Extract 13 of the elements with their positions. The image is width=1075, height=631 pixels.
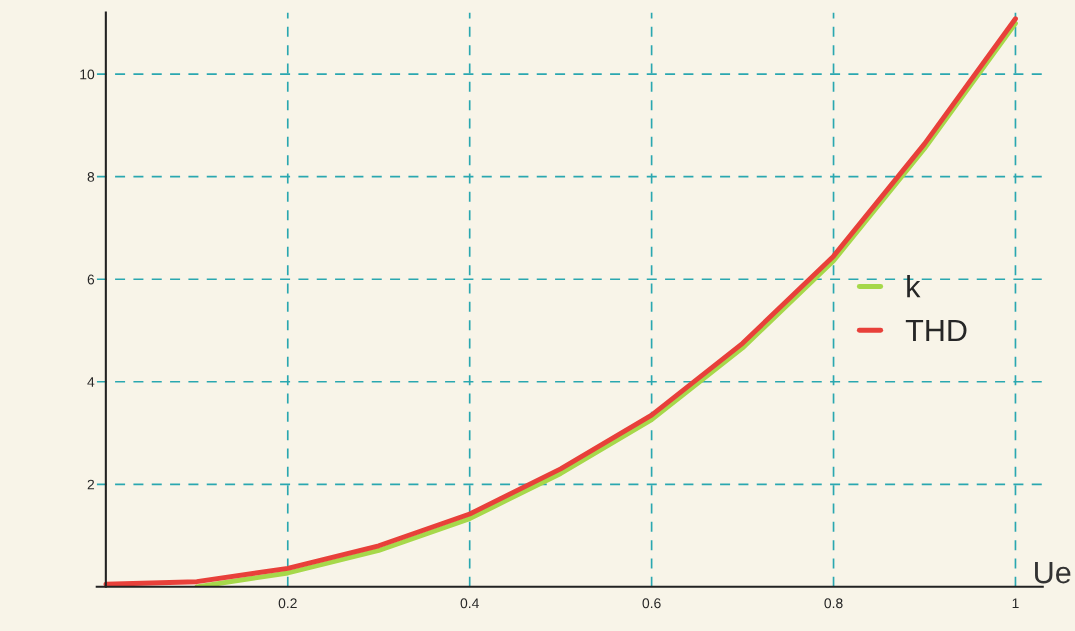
x-tick-label: 0.6 (642, 598, 661, 609)
y-tick-label: 6 (87, 274, 95, 285)
y-tick-label: 2 (87, 479, 95, 490)
x-tick-label: 0.2 (278, 598, 297, 609)
y-tick-label: 8 (87, 172, 95, 182)
y-tick-label: 10 (80, 69, 95, 80)
legend-label: k (907, 275, 921, 298)
x-axis-title: Ue (1035, 562, 1071, 584)
x-tick-label: 1 (1012, 598, 1019, 609)
legend-label: THD (905, 319, 967, 341)
x-tick-label: 0.4 (460, 598, 479, 609)
y-tick-label: 4 (87, 377, 95, 387)
x-tick-label: 0.8 (824, 598, 843, 609)
